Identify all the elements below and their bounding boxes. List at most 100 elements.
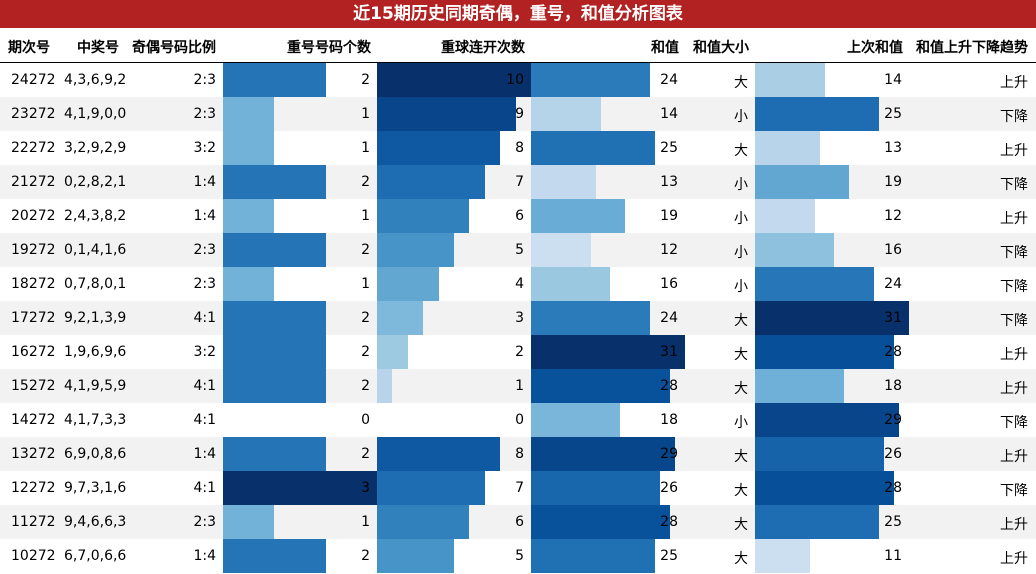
sum-size-cell: 小 <box>734 109 748 125</box>
trend-cell: 下降 <box>1000 483 1028 499</box>
prev-sum-value: 28 <box>884 344 902 360</box>
consecutive-bar <box>377 301 423 335</box>
consecutive-bar <box>377 63 531 97</box>
period-cell: 15272 <box>11 378 56 394</box>
repeat-bar <box>223 369 326 403</box>
prev-sum-bar <box>755 63 825 97</box>
prev-sum-value: 31 <box>884 310 902 326</box>
sum-size-cell: 大 <box>734 313 748 329</box>
numbers-cell: 0,1,4,1,6 <box>64 242 127 258</box>
sum-size-cell: 小 <box>734 245 748 261</box>
consecutive-value: 8 <box>515 446 524 462</box>
sum-size-cell: 大 <box>734 347 748 363</box>
period-cell: 24272 <box>11 72 56 88</box>
repeat-value: 2 <box>361 72 370 88</box>
period-cell: 12272 <box>11 480 56 496</box>
trend-cell: 上升 <box>1000 381 1028 397</box>
header-prev-sum: 上次和值 <box>847 40 903 56</box>
numbers-cell: 3,2,9,2,9 <box>64 140 127 156</box>
header-numbers: 中奖号 <box>77 40 119 56</box>
sum-size-cell: 大 <box>734 381 748 397</box>
repeat-bar <box>223 199 274 233</box>
period-cell: 17272 <box>11 310 56 326</box>
consecutive-value: 5 <box>515 242 524 258</box>
consecutive-value: 5 <box>515 548 524 564</box>
numbers-cell: 9,7,3,1,6 <box>64 480 127 496</box>
repeat-bar <box>223 97 274 131</box>
repeat-value: 1 <box>361 140 370 156</box>
prev-sum-value: 19 <box>884 174 902 190</box>
trend-cell: 上升 <box>1000 449 1028 465</box>
repeat-value: 3 <box>361 480 370 496</box>
sum-value: 25 <box>660 548 678 564</box>
numbers-cell: 9,2,1,3,9 <box>64 310 127 326</box>
sum-value: 28 <box>660 378 678 394</box>
odd-even-cell: 2:3 <box>193 514 216 530</box>
repeat-value: 1 <box>361 208 370 224</box>
repeat-value: 2 <box>361 242 370 258</box>
prev-sum-bar <box>755 471 894 505</box>
numbers-cell: 6,9,0,8,6 <box>64 446 127 462</box>
repeat-value: 0 <box>361 412 370 428</box>
consecutive-value: 9 <box>515 106 524 122</box>
sum-bar <box>531 335 685 369</box>
sum-value: 13 <box>660 174 678 190</box>
repeat-value: 2 <box>361 378 370 394</box>
trend-cell: 上升 <box>1000 211 1028 227</box>
repeat-bar <box>223 471 377 505</box>
consecutive-value: 0 <box>515 412 524 428</box>
repeat-bar <box>223 267 274 301</box>
sum-bar <box>531 63 650 97</box>
sum-size-cell: 小 <box>734 211 748 227</box>
period-cell: 20272 <box>11 208 56 224</box>
consecutive-bar <box>377 335 408 369</box>
sum-bar <box>531 403 620 437</box>
chart-title: 近15期历史同期奇偶，重号，和值分析图表 <box>0 0 1036 28</box>
period-cell: 16272 <box>11 344 56 360</box>
repeat-bar <box>223 437 326 471</box>
consecutive-bar <box>377 471 485 505</box>
sum-bar <box>531 505 670 539</box>
sum-size-cell: 大 <box>734 517 748 533</box>
header-repeat-count: 重号号码个数 <box>287 40 371 56</box>
sum-value: 24 <box>660 310 678 326</box>
trend-cell: 下降 <box>1000 279 1028 295</box>
sum-bar <box>531 301 650 335</box>
row-background <box>0 233 1036 267</box>
sum-size-cell: 大 <box>734 75 748 91</box>
odd-even-cell: 1:4 <box>193 174 216 190</box>
repeat-value: 1 <box>361 514 370 530</box>
repeat-value: 1 <box>361 276 370 292</box>
odd-even-cell: 4:1 <box>193 310 216 326</box>
period-cell: 10272 <box>11 548 56 564</box>
sum-bar <box>531 539 655 573</box>
prev-sum-value: 29 <box>884 412 902 428</box>
period-cell: 18272 <box>11 276 56 292</box>
sum-bar <box>531 233 591 267</box>
consecutive-bar <box>377 199 469 233</box>
row-background <box>0 165 1036 199</box>
sum-size-cell: 大 <box>734 483 748 499</box>
header-period: 期次号 <box>8 40 50 56</box>
sum-value: 26 <box>660 480 678 496</box>
prev-sum-value: 25 <box>884 106 902 122</box>
header-trend: 和值上升下降趋势 <box>916 40 1028 56</box>
prev-sum-value: 12 <box>884 208 902 224</box>
numbers-cell: 4,3,6,9,2 <box>64 72 127 88</box>
sum-bar <box>531 437 675 471</box>
consecutive-value: 10 <box>506 72 524 88</box>
odd-even-cell: 4:1 <box>193 480 216 496</box>
sum-bar <box>531 97 601 131</box>
sum-size-cell: 大 <box>734 449 748 465</box>
period-cell: 13272 <box>11 446 56 462</box>
consecutive-bar <box>377 131 500 165</box>
trend-cell: 上升 <box>1000 143 1028 159</box>
prev-sum-bar <box>755 301 909 335</box>
odd-even-cell: 2:3 <box>193 242 216 258</box>
consecutive-value: 6 <box>515 208 524 224</box>
prev-sum-bar <box>755 233 834 267</box>
repeat-bar <box>223 63 326 97</box>
consecutive-bar <box>377 165 485 199</box>
trend-cell: 上升 <box>1000 75 1028 91</box>
prev-sum-bar <box>755 131 820 165</box>
